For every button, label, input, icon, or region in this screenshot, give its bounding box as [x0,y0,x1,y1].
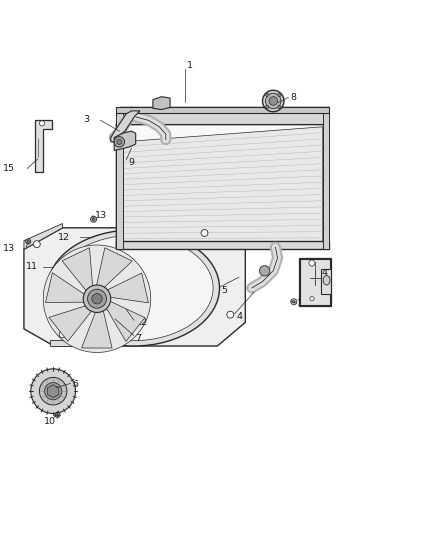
Polygon shape [96,248,132,289]
Circle shape [43,245,151,352]
Circle shape [293,301,295,303]
Polygon shape [49,305,93,341]
Text: 13: 13 [95,211,107,220]
Text: 1: 1 [187,61,193,70]
Polygon shape [300,259,330,305]
Polygon shape [117,108,329,249]
Polygon shape [62,248,93,293]
Polygon shape [323,108,329,249]
Polygon shape [105,300,145,342]
Circle shape [259,265,270,276]
Polygon shape [46,273,87,302]
Polygon shape [105,273,148,303]
Circle shape [278,93,281,96]
Polygon shape [117,107,329,112]
Circle shape [59,331,66,338]
Circle shape [49,387,57,395]
Circle shape [310,296,314,301]
Polygon shape [117,108,123,249]
Circle shape [33,241,40,248]
Circle shape [26,239,31,244]
Polygon shape [24,228,245,346]
Text: 4: 4 [237,312,243,321]
Text: 7: 7 [135,334,141,343]
Text: 12: 12 [136,318,148,327]
Text: 10: 10 [44,417,56,426]
Text: 13: 13 [3,244,15,253]
Polygon shape [123,127,323,244]
Ellipse shape [48,230,219,346]
Polygon shape [50,340,84,346]
Circle shape [201,230,208,237]
Circle shape [278,106,281,109]
Circle shape [92,294,102,304]
Polygon shape [48,385,59,398]
Circle shape [91,216,96,222]
Text: 3: 3 [83,115,89,124]
Text: 8: 8 [290,93,297,102]
Circle shape [39,121,45,126]
Text: 12: 12 [58,233,71,242]
Text: 16: 16 [297,300,309,309]
Polygon shape [117,108,329,125]
Text: 6: 6 [72,380,78,389]
Circle shape [88,289,106,308]
Text: 9: 9 [128,158,134,167]
Polygon shape [153,96,170,110]
Text: 14: 14 [317,269,329,278]
Ellipse shape [323,276,330,285]
Circle shape [269,96,278,106]
Circle shape [32,370,74,412]
Circle shape [92,218,95,221]
Circle shape [39,377,67,405]
Circle shape [227,311,234,318]
Polygon shape [299,258,331,306]
Text: 15: 15 [4,164,15,173]
Text: 11: 11 [26,262,38,271]
Polygon shape [81,308,112,348]
Polygon shape [114,131,136,150]
Circle shape [117,139,122,144]
Circle shape [265,93,269,96]
Polygon shape [35,120,52,172]
Text: 5: 5 [221,286,227,295]
Polygon shape [24,223,63,249]
Circle shape [265,106,269,109]
Circle shape [27,240,29,243]
Circle shape [262,90,284,112]
Circle shape [31,369,75,414]
Circle shape [55,412,60,417]
Ellipse shape [54,236,213,341]
Circle shape [45,383,62,400]
Circle shape [291,298,297,305]
Circle shape [265,93,281,109]
Circle shape [114,136,124,147]
Circle shape [309,260,315,266]
Polygon shape [117,241,329,249]
Circle shape [83,285,111,312]
Polygon shape [111,111,140,142]
